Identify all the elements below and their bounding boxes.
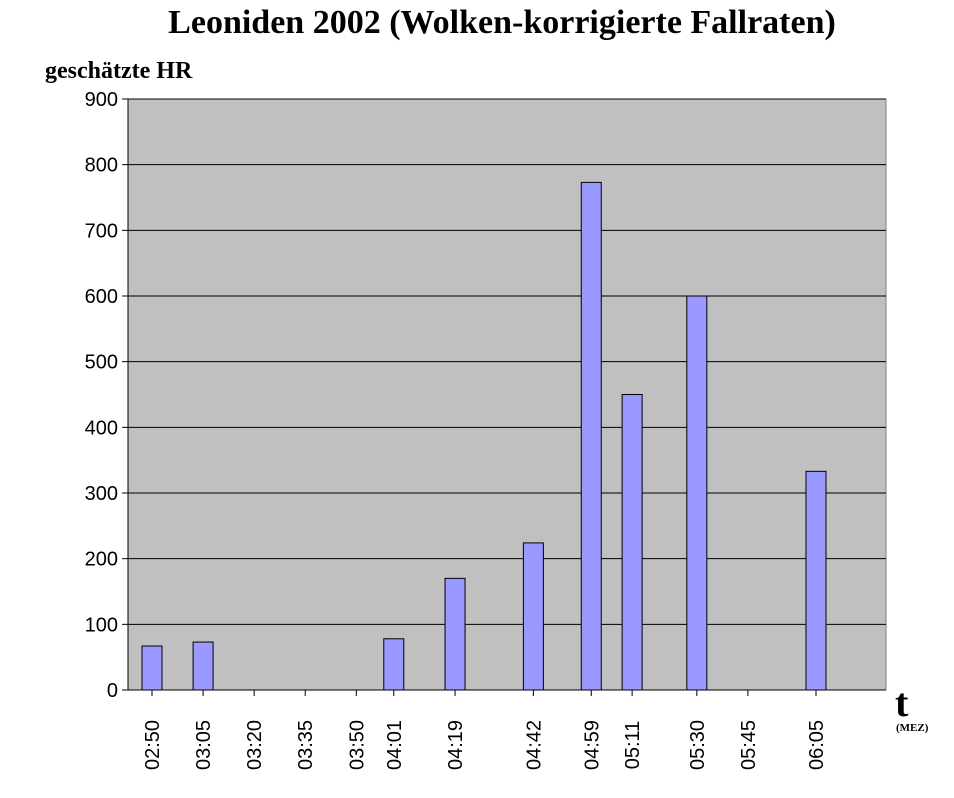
bar [805,470,827,691]
bar [192,641,214,691]
y-tick-label: 600 [85,286,118,308]
bar [444,577,466,691]
x-tick-label: 03:35 [295,720,317,770]
x-tick-label: 06:05 [806,720,828,770]
y-tick-label: 300 [85,483,118,505]
y-tick-label: 100 [85,614,118,636]
bar [383,638,405,691]
y-tick-label: 900 [85,89,118,111]
y-tick-label: 0 [107,680,118,702]
y-tick-label: 200 [85,549,118,571]
chart-title: Leoniden 2002 (Wolken-korrigierte Fallra… [168,4,836,41]
x-tick-label: 05:30 [687,720,709,770]
bar [621,394,643,691]
y-tick-label: 500 [85,352,118,374]
x-axis-unit: (MEZ) [896,722,929,734]
bar [580,181,602,691]
x-tick-label: 05:11 [622,721,644,770]
plot-area [127,98,887,691]
x-axis-label: t [895,680,909,725]
bar [141,645,163,691]
x-tick-label: 04:59 [581,720,603,770]
x-tick-label: 02:50 [142,720,164,770]
bar [686,295,708,691]
y-tick-label: 700 [85,220,118,242]
y-tick-label: 800 [85,155,118,177]
x-tick-label: 04:42 [523,720,545,770]
y-axis-label: geschätzte HR [45,58,193,84]
x-tick-label: 04:01 [384,720,406,770]
x-tick-label: 05:45 [738,720,760,770]
x-tick-label: 03:05 [193,720,215,770]
x-tick-label: 04:19 [445,720,467,770]
x-tick-label: 03:50 [346,720,368,770]
y-tick-label: 400 [85,417,118,439]
bar [522,542,544,691]
x-tick-label: 03:20 [244,720,266,770]
